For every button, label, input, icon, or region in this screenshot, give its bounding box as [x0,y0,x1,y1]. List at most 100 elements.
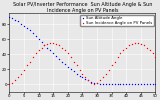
Sun Altitude Angle [26,27,28,29]
Sun Altitude Angle [125,83,128,85]
Sun Incidence Angle on PV Panels [43,44,46,46]
Sun Altitude Angle [140,83,142,85]
Sun Incidence Angle on PV Panels [151,53,154,54]
Sun Incidence Angle on PV Panels [75,65,78,66]
Sun Incidence Angle on PV Panels [93,83,95,85]
Sun Altitude Angle [34,35,37,36]
Sun Incidence Angle on PV Panels [108,69,110,71]
Sun Altitude Angle [46,47,49,48]
Sun Incidence Angle on PV Panels [23,69,25,71]
Sun Altitude Angle [78,75,81,77]
Sun Altitude Angle [67,66,69,68]
Sun Incidence Angle on PV Panels [58,44,60,46]
Sun Incidence Angle on PV Panels [116,56,119,58]
Sun Incidence Angle on PV Panels [61,47,63,48]
Sun Altitude Angle [72,71,75,72]
Sun Altitude Angle [99,83,101,85]
Sun Incidence Angle on PV Panels [26,65,28,66]
Legend: Sun Altitude Angle, Sun Incidence Angle on PV Panels: Sun Altitude Angle, Sun Incidence Angle … [80,15,154,26]
Sun Altitude Angle [23,25,25,27]
Sun Incidence Angle on PV Panels [119,53,122,54]
Sun Altitude Angle [90,81,92,83]
Sun Incidence Angle on PV Panels [52,42,55,44]
Sun Incidence Angle on PV Panels [90,82,92,83]
Sun Altitude Angle [134,83,136,85]
Sun Incidence Angle on PV Panels [69,56,72,58]
Sun Altitude Angle [14,19,17,21]
Sun Incidence Angle on PV Panels [122,50,125,51]
Sun Altitude Angle [58,58,60,60]
Sun Incidence Angle on PV Panels [64,50,66,51]
Sun Incidence Angle on PV Panels [49,42,52,44]
Sun Altitude Angle [75,73,78,74]
Sun Incidence Angle on PV Panels [145,47,148,48]
Sun Incidence Angle on PV Panels [87,80,90,81]
Sun Altitude Angle [148,83,151,85]
Sun Incidence Angle on PV Panels [67,53,69,54]
Sun Incidence Angle on PV Panels [102,77,104,78]
Sun Altitude Angle [84,78,87,80]
Sun Altitude Angle [64,63,66,65]
Sun Incidence Angle on PV Panels [72,61,75,62]
Sun Incidence Angle on PV Panels [11,82,14,83]
Sun Incidence Angle on PV Panels [137,42,139,44]
Sun Altitude Angle [40,41,43,42]
Sun Incidence Angle on PV Panels [46,43,49,45]
Sun Altitude Angle [110,83,113,85]
Sun Altitude Angle [20,23,22,24]
Sun Altitude Angle [11,18,14,19]
Title: Solar PV/Inverter Performance  Sun Altitude Angle & Sun Incidence Angle on PV Pa: Solar PV/Inverter Performance Sun Altitu… [13,2,152,13]
Sun Altitude Angle [87,80,90,81]
Sun Incidence Angle on PV Panels [131,43,133,45]
Sun Incidence Angle on PV Panels [128,44,130,46]
Sun Altitude Angle [116,83,119,85]
Sun Altitude Angle [131,83,133,85]
Sun Altitude Angle [113,83,116,85]
Sun Incidence Angle on PV Panels [154,56,157,58]
Sun Incidence Angle on PV Panels [14,80,17,81]
Sun Incidence Angle on PV Panels [20,73,22,74]
Sun Altitude Angle [119,83,122,85]
Sun Incidence Angle on PV Panels [29,61,31,62]
Sun Incidence Angle on PV Panels [148,50,151,51]
Sun Incidence Angle on PV Panels [113,61,116,62]
Sun Altitude Angle [61,61,63,62]
Sun Altitude Angle [29,30,31,31]
Sun Altitude Angle [143,83,145,85]
Sun Altitude Angle [43,44,46,45]
Sun Altitude Angle [108,83,110,85]
Sun Altitude Angle [37,38,40,39]
Sun Altitude Angle [81,77,84,78]
Sun Incidence Angle on PV Panels [37,50,40,51]
Sun Incidence Angle on PV Panels [96,82,98,83]
Sun Incidence Angle on PV Panels [40,47,43,48]
Sun Incidence Angle on PV Panels [78,69,81,71]
Sun Incidence Angle on PV Panels [32,56,34,58]
Sun Incidence Angle on PV Panels [125,47,128,48]
Sun Altitude Angle [122,83,125,85]
Sun Altitude Angle [137,83,139,85]
Sun Altitude Angle [93,82,95,83]
Sun Altitude Angle [55,55,57,56]
Sun Altitude Angle [49,50,52,51]
Sun Incidence Angle on PV Panels [8,83,11,85]
Sun Altitude Angle [96,82,98,84]
Sun Altitude Angle [145,83,148,85]
Sun Incidence Angle on PV Panels [110,65,113,66]
Sun Altitude Angle [128,83,130,85]
Sun Incidence Angle on PV Panels [134,42,136,44]
Sun Altitude Angle [102,83,104,85]
Sun Incidence Angle on PV Panels [17,77,20,78]
Sun Altitude Angle [154,83,157,85]
Sun Incidence Angle on PV Panels [55,43,57,45]
Sun Incidence Angle on PV Panels [140,43,142,45]
Sun Altitude Angle [52,53,55,54]
Sun Altitude Angle [151,83,154,85]
Sun Incidence Angle on PV Panels [84,77,87,78]
Sun Altitude Angle [8,16,11,18]
Sun Incidence Angle on PV Panels [143,44,145,46]
Sun Incidence Angle on PV Panels [34,53,37,54]
Sun Altitude Angle [17,21,20,22]
Sun Altitude Angle [32,32,34,34]
Sun Incidence Angle on PV Panels [104,73,107,74]
